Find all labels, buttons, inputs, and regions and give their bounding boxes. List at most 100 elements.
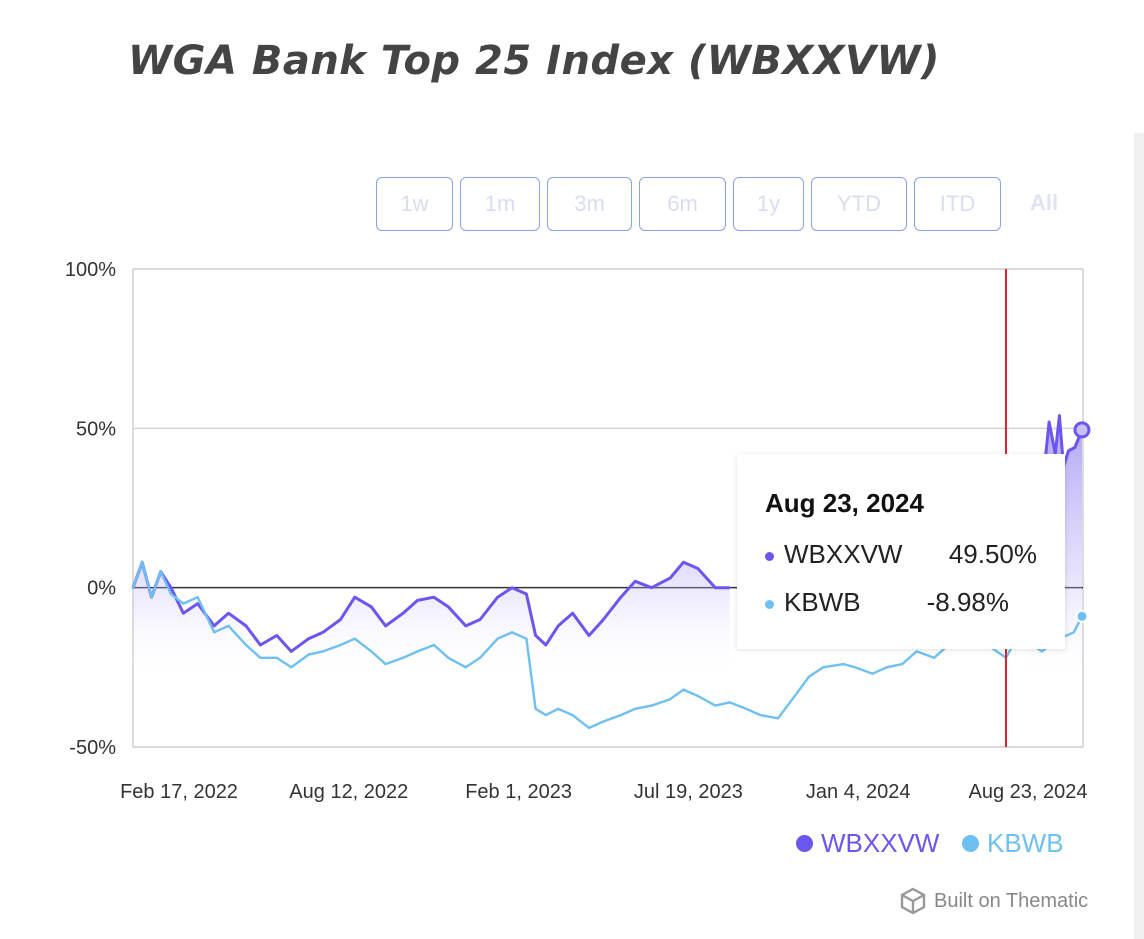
wbxxvw-point xyxy=(259,643,262,647)
x-tick-label: Aug 12, 2022 xyxy=(289,781,408,803)
x-tick-label: Jul 19, 2023 xyxy=(634,781,743,803)
kbwb-point xyxy=(416,650,419,653)
kbwb-point xyxy=(478,656,482,659)
wbxxvw-point xyxy=(478,618,482,621)
wbxxvw-point xyxy=(728,586,731,589)
kbwb-point xyxy=(447,656,450,659)
wbxxvw-point xyxy=(602,618,605,621)
kbwb-point xyxy=(995,650,998,653)
range-button-all[interactable]: All xyxy=(1030,190,1059,215)
kbwb-point xyxy=(290,666,293,669)
y-tick-label: 50% xyxy=(76,418,116,440)
tooltip-series-value: -8.98% xyxy=(926,587,1009,617)
kbwb-point xyxy=(464,666,467,669)
kbwb-point xyxy=(169,592,173,596)
footer-credit[interactable]: Built on Thematic xyxy=(900,887,1088,915)
kbwb-point xyxy=(571,713,574,717)
wbxxvw-point xyxy=(384,624,387,628)
kbwb-series-line xyxy=(131,561,1084,730)
x-tick-label: Aug 23, 2024 xyxy=(969,781,1088,803)
wbxxvw-point xyxy=(587,634,591,637)
wbxxvw-point xyxy=(447,605,450,608)
tooltip-row-kbwb: KBWB -8.98% xyxy=(765,587,1037,618)
x-tick-label: Feb 1, 2023 xyxy=(465,781,572,803)
wbxxvw-point xyxy=(182,612,185,615)
wbxxvw-point xyxy=(339,618,342,621)
wbxxvw-end-marker xyxy=(1073,421,1091,439)
kbwb-point xyxy=(141,561,144,564)
legend-dot-icon xyxy=(962,835,979,852)
range-button-3m[interactable]: 3m xyxy=(547,177,632,231)
wbxxvw-point xyxy=(1073,446,1077,449)
kbwb-end-marker xyxy=(1075,609,1089,623)
wbxxvw-point xyxy=(353,596,356,599)
wbxxvw-point xyxy=(196,602,199,605)
kbwb-point xyxy=(150,596,153,599)
wbxxvw-point xyxy=(650,586,653,589)
kbwb-point xyxy=(510,631,514,634)
wbxxvw-point xyxy=(571,612,574,615)
legend-item-kbwb[interactable]: KBWB xyxy=(962,828,1064,859)
tooltip-series-name: KBWB xyxy=(784,587,861,617)
wbxxvw-point xyxy=(432,596,436,599)
kbwb-point xyxy=(619,713,622,717)
legend-label: WBXXVW xyxy=(821,828,940,858)
range-button-ytd[interactable]: YTD xyxy=(811,177,907,231)
kbwb-point xyxy=(1040,650,1044,653)
wbxxvw-point xyxy=(668,576,672,580)
kbwb-point xyxy=(776,717,780,720)
kbwb-point xyxy=(728,701,731,704)
chart-tooltip: Aug 23, 2024 WBXXVW 49.50% KBWB -8.98% xyxy=(737,454,1065,649)
range-button-1m[interactable]: 1m xyxy=(460,177,540,231)
wbxxvw-point xyxy=(682,561,685,564)
kbwb-point xyxy=(534,707,537,710)
range-button-1w[interactable]: 1w xyxy=(376,177,453,231)
wbxxvw-point xyxy=(534,634,537,637)
kbwb-point xyxy=(307,653,310,656)
wbxxvw-point xyxy=(370,605,373,608)
wbxxvw-point xyxy=(619,596,622,599)
kbwb-point xyxy=(744,707,748,710)
x-tick-label: Jan 4, 2024 xyxy=(806,781,911,803)
tooltip-series-value: 49.50% xyxy=(948,539,1037,569)
wbxxvw-series-line xyxy=(131,560,730,653)
kbwb-point xyxy=(822,666,825,669)
kbwb-point xyxy=(668,698,672,701)
range-button-itd[interactable]: ITD xyxy=(914,177,1001,231)
wbxxvw-point xyxy=(416,599,419,602)
kbwb-point xyxy=(634,707,637,710)
wbxxvw-point xyxy=(321,631,325,634)
wbxxvw-point xyxy=(544,643,548,647)
wbxxvw-point xyxy=(1047,420,1051,424)
tooltip-row-wbxxvw: WBXXVW 49.50% xyxy=(765,539,1037,570)
range-button-1y[interactable]: 1y xyxy=(733,177,804,231)
kbwb-point xyxy=(932,656,936,659)
kbwb-point xyxy=(853,666,857,669)
wbxxvw-point xyxy=(275,634,278,637)
kbwb-point xyxy=(275,656,278,659)
wbxxvw-point xyxy=(169,586,173,589)
wbxxvw-point xyxy=(525,592,528,596)
kbwb-point xyxy=(321,650,325,653)
kbwb-point xyxy=(525,637,528,640)
footer-text: Built on Thematic xyxy=(934,889,1089,912)
scrollbar[interactable] xyxy=(1134,133,1144,939)
kbwb-point xyxy=(807,675,810,679)
tooltip-date: Aug 23, 2024 xyxy=(765,488,924,518)
wbxxvw-area xyxy=(133,562,730,747)
legend-item-wbxxvw[interactable]: WBXXVW xyxy=(796,828,939,859)
range-button-6m[interactable]: 6m xyxy=(639,177,726,231)
legend-label: KBWB xyxy=(987,828,1064,858)
kbwb-point xyxy=(714,704,717,707)
kbwb-point xyxy=(915,650,918,653)
kbwb-point xyxy=(871,672,874,675)
kbwb-point xyxy=(759,713,762,717)
kbwb-point xyxy=(401,656,405,659)
kbwb-point xyxy=(196,596,199,599)
kbwb-point xyxy=(587,726,591,730)
wbxxvw-point xyxy=(212,624,216,628)
wbxxvw-point xyxy=(510,586,514,589)
kbwb-dot-icon xyxy=(765,599,774,609)
tooltip-series-name: WBXXVW xyxy=(784,539,903,569)
kbwb-point xyxy=(791,698,794,701)
